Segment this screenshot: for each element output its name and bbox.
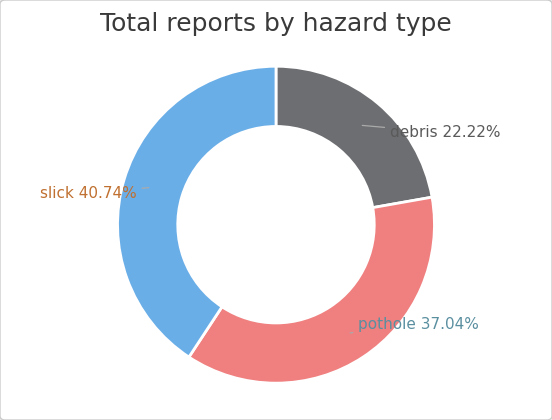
- Title: Total reports by hazard type: Total reports by hazard type: [100, 12, 452, 36]
- Text: debris 22.22%: debris 22.22%: [362, 125, 501, 140]
- Text: slick 40.74%: slick 40.74%: [40, 186, 148, 200]
- Wedge shape: [189, 197, 434, 383]
- Wedge shape: [276, 66, 432, 207]
- Wedge shape: [118, 66, 276, 357]
- Text: pothole 37.04%: pothole 37.04%: [350, 317, 479, 333]
